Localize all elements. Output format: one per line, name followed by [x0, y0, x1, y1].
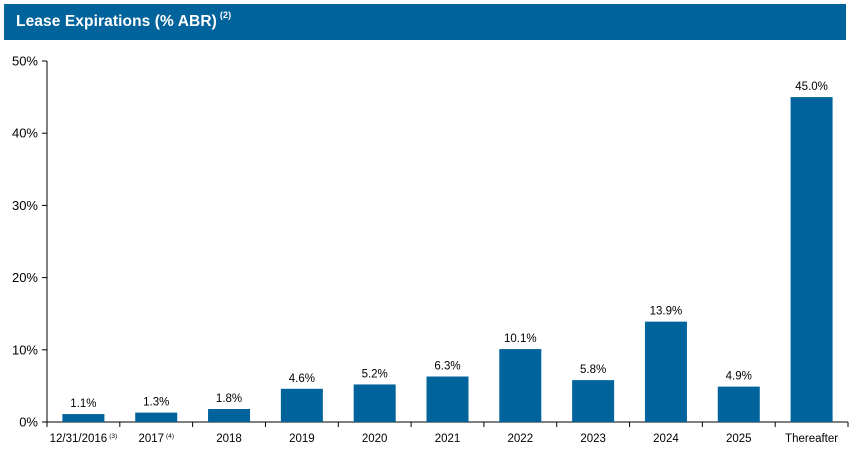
x-tick-label: 2022 [508, 433, 534, 445]
bar [717, 386, 760, 422]
x-tick-label: 2020 [362, 433, 388, 445]
bar [135, 412, 178, 422]
data-label: 13.9% [650, 306, 683, 318]
data-label: 5.8% [580, 364, 606, 376]
data-label: 10.1% [504, 333, 537, 345]
data-label: 1.1% [70, 398, 96, 410]
y-tick-label: 10% [12, 342, 38, 357]
data-label: 5.2% [362, 368, 388, 380]
data-label: 45.0% [795, 81, 828, 93]
x-tick-label: 2018 [216, 433, 242, 445]
x-tick-label: 2017 (4) [138, 433, 174, 445]
bar [572, 380, 615, 422]
y-tick-label: 30% [12, 198, 38, 213]
x-tick-label: 2021 [435, 433, 461, 445]
x-tick-label: 2025 [726, 433, 752, 445]
bar [644, 321, 687, 422]
bar [280, 388, 323, 422]
x-tick-footnote: (4) [166, 433, 174, 440]
bar [426, 376, 469, 422]
bar [62, 414, 105, 422]
data-label: 1.8% [216, 393, 242, 405]
x-tick-footnote: (3) [109, 433, 117, 440]
chart-header: Lease Expirations (% ABR) (2) [4, 4, 846, 40]
data-label: 4.9% [726, 371, 752, 383]
data-label: 1.3% [143, 397, 169, 409]
y-tick-label: 0% [19, 415, 38, 430]
bar [208, 409, 251, 422]
x-tick-label: 2023 [580, 433, 606, 445]
chart-title-footnote: (2) [219, 10, 232, 21]
data-label: 4.6% [289, 373, 315, 385]
data-label: 6.3% [434, 361, 460, 373]
x-tick-label: 12/31/2016 (3) [50, 433, 118, 445]
y-tick-label: 50% [12, 54, 38, 69]
x-tick-label: 2024 [653, 433, 679, 445]
chart-title-text: Lease Expirations (% ABR) [16, 13, 217, 31]
chart-title: Lease Expirations (% ABR) (2) [16, 10, 232, 31]
y-tick-label: 40% [12, 126, 38, 141]
bar [353, 384, 396, 422]
x-tick-label: 2019 [289, 433, 315, 445]
y-tick-label: 20% [12, 270, 38, 285]
x-tick-label: Thereafter [785, 433, 838, 445]
bar [499, 349, 542, 422]
bar [790, 97, 833, 422]
